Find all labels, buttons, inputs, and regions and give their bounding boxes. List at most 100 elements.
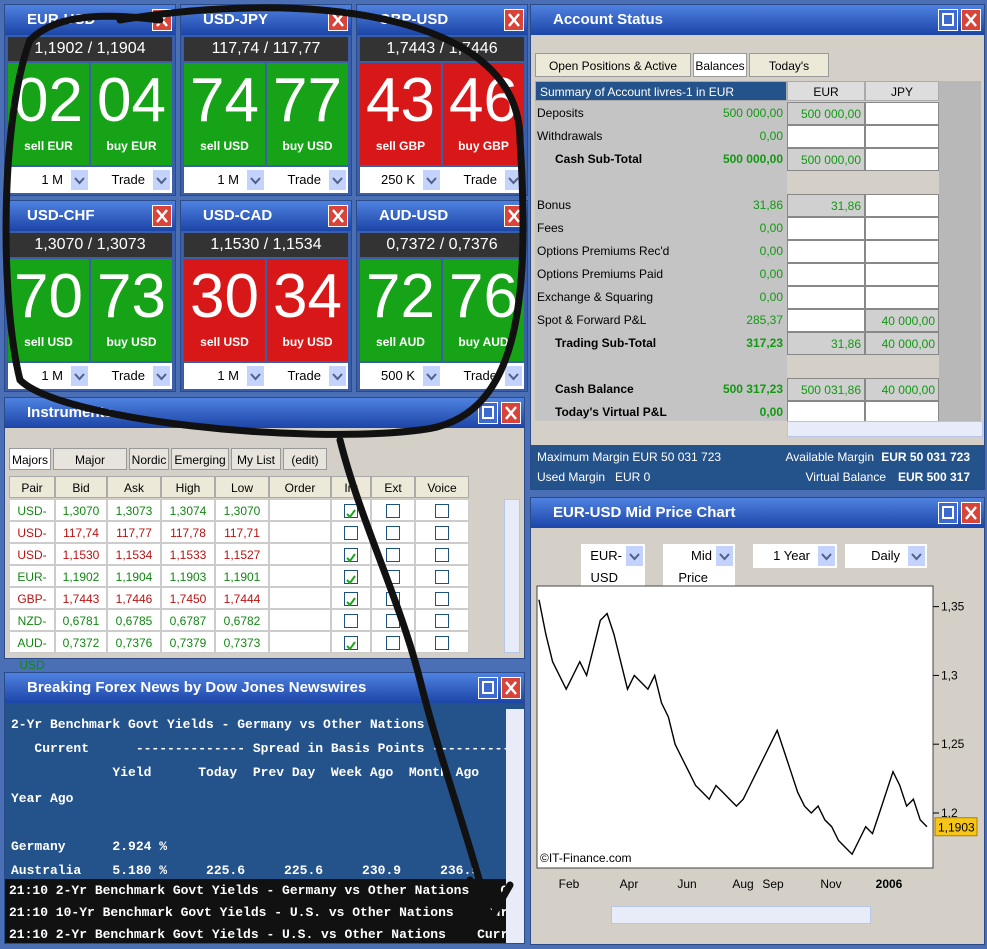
dropdown[interactable]: Trade <box>268 364 348 388</box>
screen: EUR-USD1,1902 / 1,190402sell EUR04buy EU… <box>0 0 987 949</box>
price-digits: 70 <box>8 259 89 335</box>
dropdown[interactable]: 1 M <box>188 364 266 388</box>
close-button[interactable] <box>504 205 524 227</box>
price-digits: 72 <box>360 259 441 335</box>
arrow <box>908 546 925 566</box>
checkbox[interactable] <box>344 504 358 518</box>
dropdown[interactable]: Trade <box>92 168 172 192</box>
tile-controls: 500 KTrade <box>360 363 524 389</box>
checkbox[interactable] <box>386 504 400 518</box>
eur-cell <box>787 240 865 263</box>
checkbox[interactable] <box>386 614 400 628</box>
dropdown[interactable]: Trade <box>268 168 348 192</box>
checkbox[interactable] <box>435 636 449 650</box>
dropdown[interactable]: Trade <box>444 168 524 192</box>
close-button[interactable] <box>501 402 521 424</box>
checkbox[interactable] <box>344 636 358 650</box>
headline[interactable]: 21:10 10-Yr Benchmark Govt Yields - U.S.… <box>9 905 506 920</box>
dropdown[interactable]: Trade <box>444 364 524 388</box>
maximize-button[interactable] <box>478 402 498 424</box>
close-button[interactable] <box>961 502 981 524</box>
arrow <box>153 366 170 386</box>
checkbox[interactable] <box>344 592 358 606</box>
scrollbar <box>506 709 524 943</box>
dropdown[interactable]: 1 Year <box>753 544 837 568</box>
checkbox[interactable] <box>435 548 449 562</box>
close-icon <box>153 10 171 30</box>
cell <box>331 543 371 565</box>
checkbox[interactable] <box>344 548 358 562</box>
dropdown[interactable]: 1 M <box>188 168 266 192</box>
tab[interactable]: Majors <box>9 448 51 470</box>
checkbox[interactable] <box>344 614 358 628</box>
headline[interactable]: 21:10 2-Yr Benchmark Govt Yields - Germa… <box>9 883 506 898</box>
close-button[interactable] <box>328 9 348 31</box>
dropdown[interactable]: Trade <box>92 364 172 388</box>
cell <box>331 609 371 631</box>
dropdown[interactable]: 250 K <box>364 168 442 192</box>
cell: GBP-USD <box>9 587 55 609</box>
price-digits: 30 <box>184 259 265 335</box>
close-button[interactable] <box>328 205 348 227</box>
footer-text: Virtual Balance <box>806 470 887 484</box>
tab[interactable]: (edit) <box>283 448 327 470</box>
quote: 1,7443 / 1,7446 <box>360 37 524 61</box>
dropdown[interactable]: 1 M <box>12 168 90 192</box>
dropdown[interactable]: 1 M <box>12 364 90 388</box>
tab[interactable]: Today's Trades <box>749 53 829 77</box>
checkbox[interactable] <box>386 570 400 584</box>
tab[interactable]: Balances <box>693 53 747 77</box>
eur-cell: 500 000,00 <box>787 148 865 171</box>
dropdown[interactable]: Daily <box>845 544 927 568</box>
checkbox[interactable] <box>435 592 449 606</box>
checkbox[interactable] <box>435 526 449 540</box>
arrow <box>818 546 835 566</box>
close-button[interactable] <box>504 9 524 31</box>
checkbox[interactable] <box>435 570 449 584</box>
checkbox[interactable] <box>344 526 358 540</box>
maximize-button[interactable] <box>938 502 958 524</box>
headline[interactable]: 21:10 2-Yr Benchmark Govt Yields - U.S. … <box>9 927 506 942</box>
close-button[interactable] <box>152 9 172 31</box>
checkbox[interactable] <box>386 526 400 540</box>
row-label: Spot & Forward P&L <box>537 309 646 331</box>
close-button[interactable] <box>152 205 172 227</box>
maximize-button[interactable] <box>938 9 958 31</box>
close-button[interactable] <box>501 677 521 699</box>
maximize-button[interactable] <box>478 677 498 699</box>
tab[interactable]: Major Crosses <box>53 448 127 470</box>
dropdown[interactable]: 500 K <box>364 364 442 388</box>
x-tick-label: 2006 <box>876 877 903 891</box>
tab[interactable]: Emerging <box>171 448 229 470</box>
checkbox[interactable] <box>386 592 400 606</box>
tab[interactable]: My List <box>231 448 281 470</box>
checkbox[interactable] <box>386 548 400 562</box>
cell: 1,1902 <box>55 565 107 587</box>
dropdown-arrow <box>153 170 170 190</box>
tab[interactable]: Nordic <box>129 448 169 470</box>
checkbox[interactable] <box>386 636 400 650</box>
checkbox[interactable] <box>435 504 449 518</box>
tab[interactable]: Open Positions & Active Orders <box>535 53 691 77</box>
checkbox[interactable] <box>435 614 449 628</box>
row-label: Bonus <box>537 194 571 216</box>
close-button[interactable] <box>961 9 981 31</box>
cell: 0,7372 <box>55 631 107 653</box>
chart-panel: EUR-USD Mid Price ChartEUR-USDMid Price1… <box>530 497 985 945</box>
dropdown-arrow <box>329 366 346 386</box>
checkbox[interactable] <box>344 570 358 584</box>
